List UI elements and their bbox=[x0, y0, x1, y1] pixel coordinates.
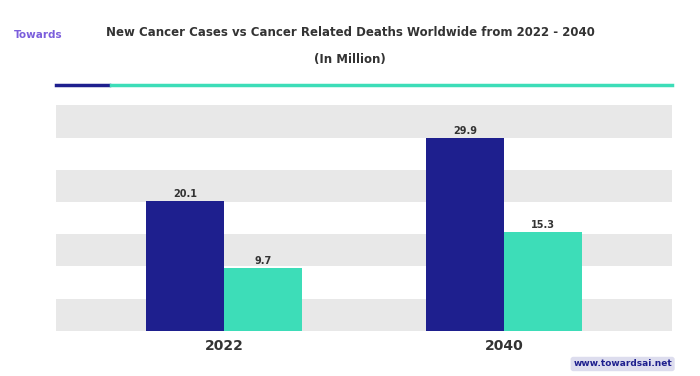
Text: www.towardsai.net: www.towardsai.net bbox=[573, 359, 672, 368]
Bar bbox=[56, 105, 672, 138]
Bar bbox=[146, 201, 224, 331]
Text: 20.1: 20.1 bbox=[173, 189, 197, 199]
Bar bbox=[224, 268, 302, 331]
Bar bbox=[56, 138, 672, 170]
Bar bbox=[504, 232, 582, 331]
Text: Towards: Towards bbox=[14, 30, 62, 40]
Text: (In Million): (In Million) bbox=[314, 53, 386, 66]
Bar bbox=[426, 138, 504, 331]
Bar bbox=[56, 202, 672, 234]
Text: 15.3: 15.3 bbox=[531, 220, 555, 230]
Text: 29.9: 29.9 bbox=[453, 126, 477, 136]
Bar bbox=[56, 299, 672, 331]
Text: New Cancer Cases vs Cancer Related Deaths Worldwide from 2022 - 2040: New Cancer Cases vs Cancer Related Death… bbox=[106, 26, 594, 39]
Bar bbox=[56, 267, 672, 299]
Bar bbox=[56, 234, 672, 267]
Text: 9.7: 9.7 bbox=[255, 256, 272, 266]
Bar bbox=[56, 170, 672, 202]
